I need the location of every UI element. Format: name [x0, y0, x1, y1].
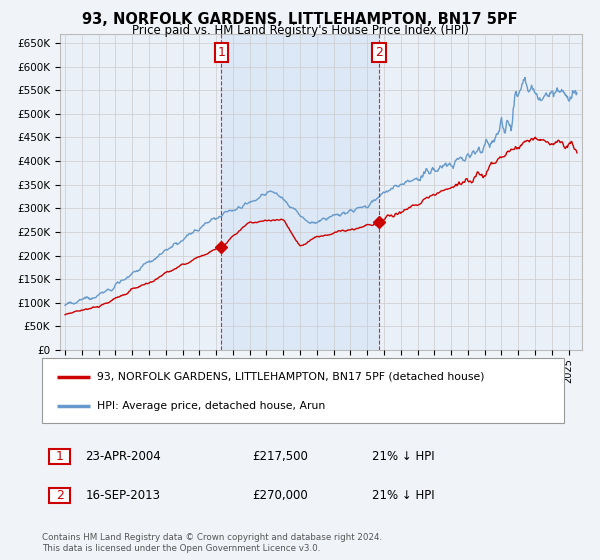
Text: Contains HM Land Registry data © Crown copyright and database right 2024.
This d: Contains HM Land Registry data © Crown c… — [42, 533, 382, 553]
Text: 1: 1 — [56, 450, 64, 463]
Text: 16-SEP-2013: 16-SEP-2013 — [85, 489, 160, 502]
Text: 93, NORFOLK GARDENS, LITTLEHAMPTON, BN17 5PF: 93, NORFOLK GARDENS, LITTLEHAMPTON, BN17… — [82, 12, 518, 27]
Text: 21% ↓ HPI: 21% ↓ HPI — [372, 450, 434, 463]
Text: HPI: Average price, detached house, Arun: HPI: Average price, detached house, Arun — [97, 401, 325, 411]
FancyBboxPatch shape — [373, 43, 386, 62]
FancyBboxPatch shape — [215, 43, 228, 62]
Text: 23-APR-2004: 23-APR-2004 — [85, 450, 161, 463]
Text: £270,000: £270,000 — [252, 489, 308, 502]
Text: 93, NORFOLK GARDENS, LITTLEHAMPTON, BN17 5PF (detached house): 93, NORFOLK GARDENS, LITTLEHAMPTON, BN17… — [97, 372, 485, 382]
Text: 21% ↓ HPI: 21% ↓ HPI — [372, 489, 434, 502]
Text: 1: 1 — [217, 46, 225, 59]
Text: 2: 2 — [56, 489, 64, 502]
Text: £217,500: £217,500 — [252, 450, 308, 463]
Text: Price paid vs. HM Land Registry's House Price Index (HPI): Price paid vs. HM Land Registry's House … — [131, 24, 469, 36]
Text: 2: 2 — [375, 46, 383, 59]
Bar — [221, 34, 379, 350]
